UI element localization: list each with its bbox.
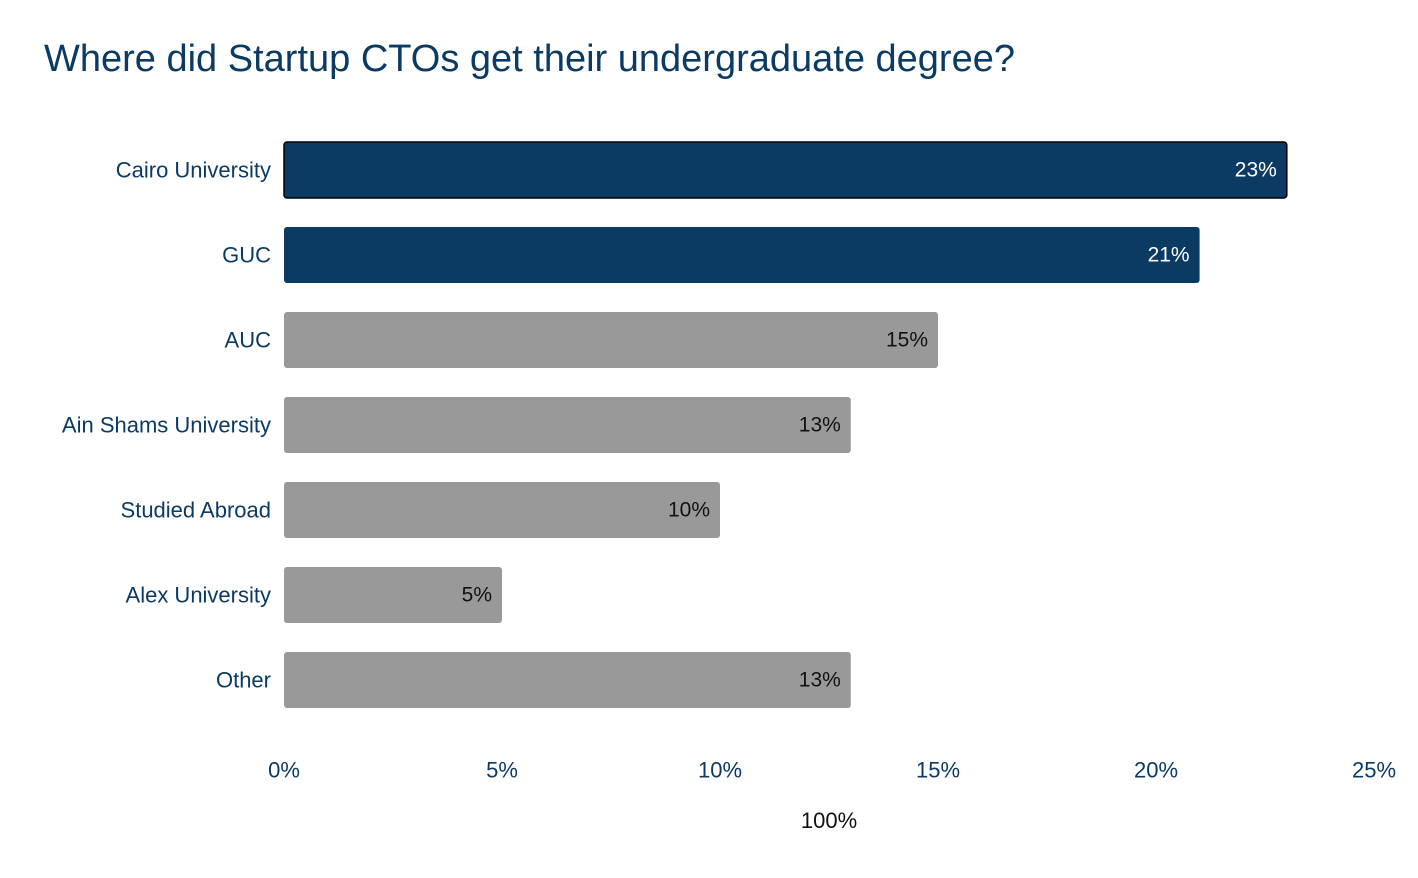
data-label-cairo-university: 23%	[1235, 159, 1277, 182]
bar-cairo-university	[283, 141, 1288, 199]
chart-title: Where did Startup CTOs get their undergr…	[44, 38, 1015, 80]
x-axis-label: 100%	[800, 808, 858, 833]
category-label-guc: GUC	[222, 243, 271, 268]
category-label-ain-shams-university: Ain Shams University	[62, 413, 271, 438]
bar-auc	[284, 312, 938, 368]
bar-ain-shams-university	[284, 397, 851, 453]
x-tick-label: 0%	[268, 758, 300, 783]
x-tick-label: 25%	[1352, 758, 1396, 783]
bar-guc	[284, 227, 1200, 283]
data-label-alex-university: 5%	[462, 584, 492, 607]
data-label-ain-shams-university: 13%	[799, 414, 841, 437]
category-label-other: Other	[216, 668, 271, 693]
x-tick-label: 10%	[698, 758, 742, 783]
category-label-alex-university: Alex University	[126, 583, 271, 608]
category-label-auc: AUC	[225, 328, 272, 353]
data-label-guc: 21%	[1148, 244, 1190, 267]
x-tick-label: 5%	[486, 758, 518, 783]
x-tick-label: 20%	[1134, 758, 1178, 783]
bar-alex-university	[284, 567, 502, 623]
data-label-studied-abroad: 10%	[668, 499, 710, 522]
bar-other	[284, 652, 851, 708]
data-label-auc: 15%	[886, 329, 928, 352]
bar-studied-abroad	[284, 482, 720, 538]
category-label-studied-abroad: Studied Abroad	[121, 498, 271, 523]
data-label-other: 13%	[799, 669, 841, 692]
x-tick-label: 15%	[916, 758, 960, 783]
category-label-cairo-university: Cairo University	[116, 158, 271, 183]
